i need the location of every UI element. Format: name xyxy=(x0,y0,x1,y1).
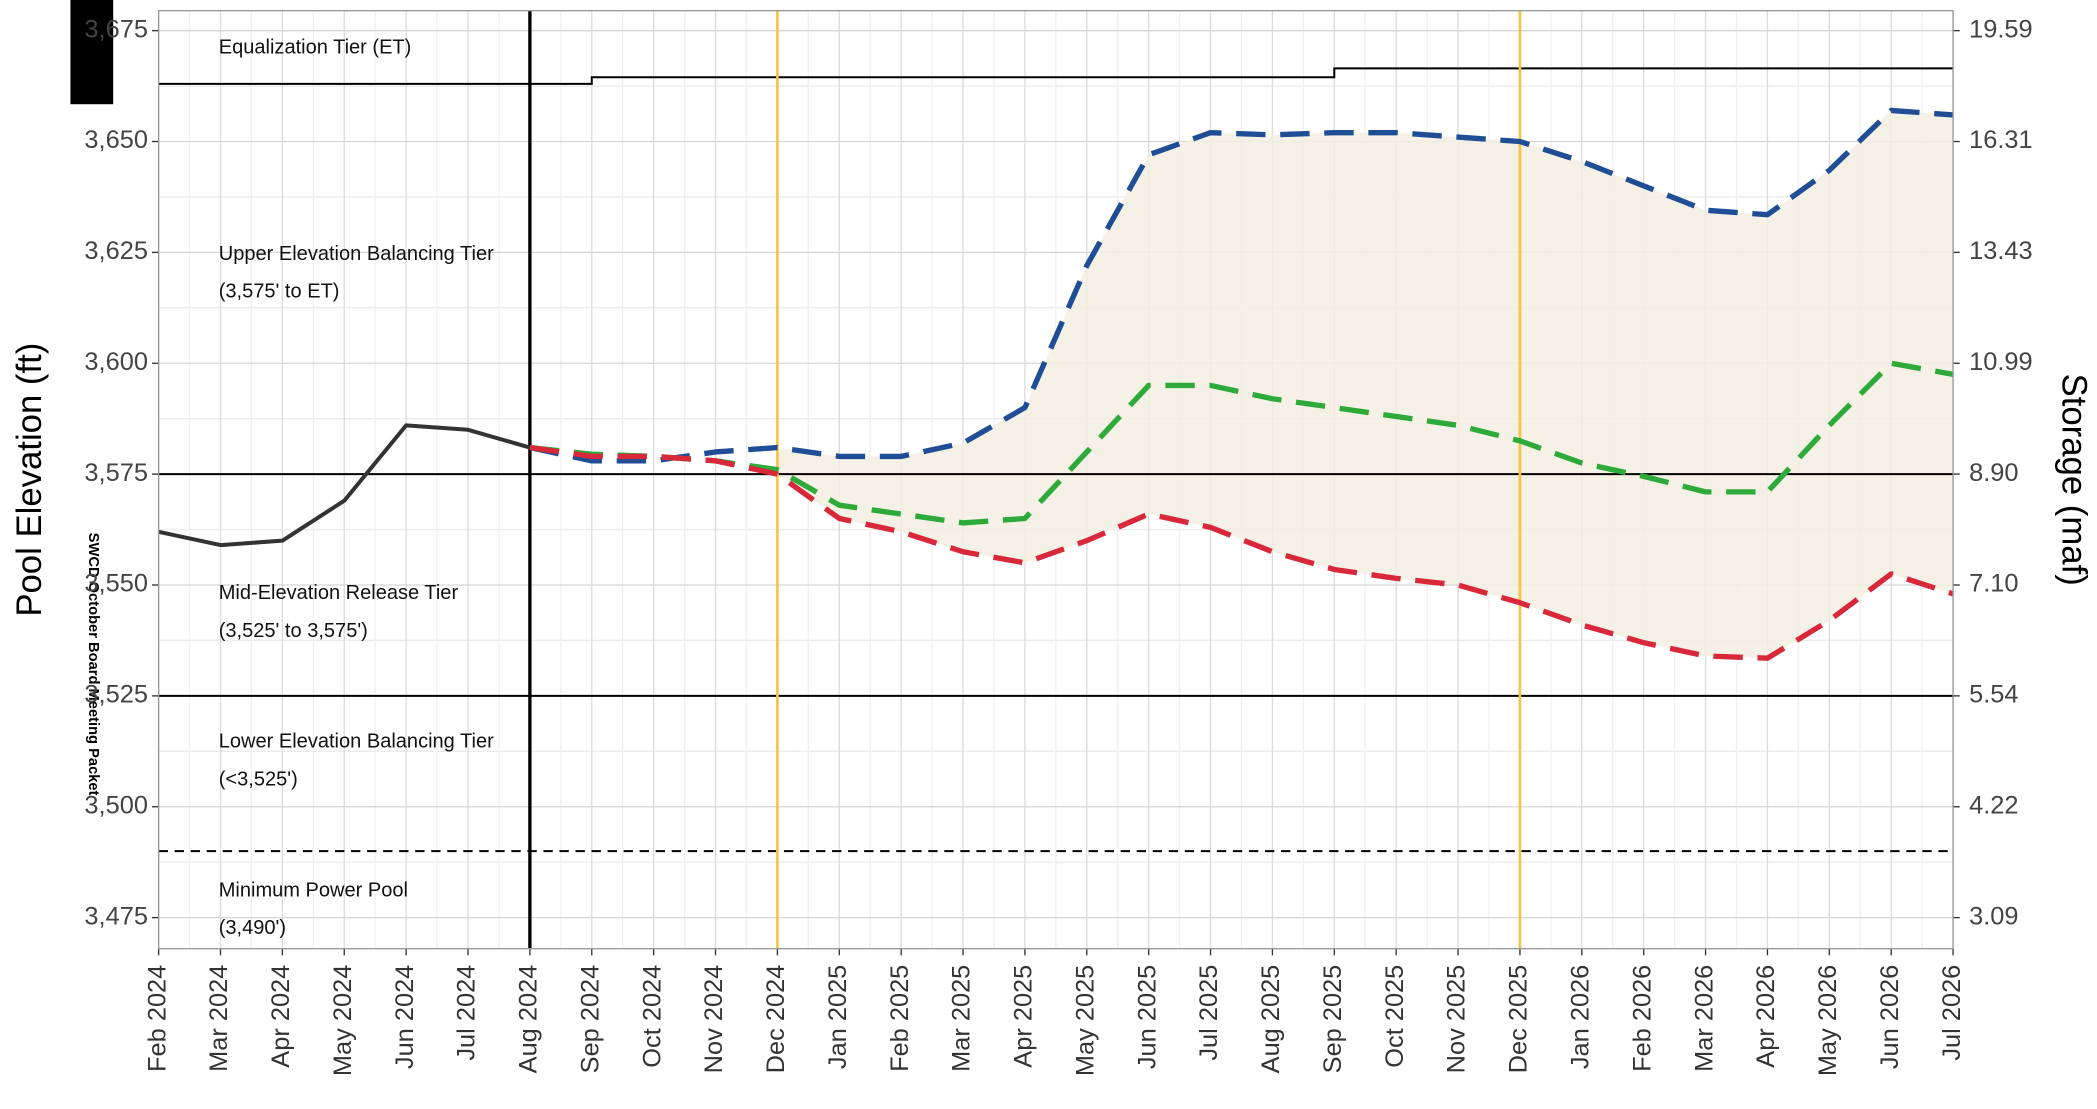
x-tick-label: Oct 2024 xyxy=(638,965,666,1068)
series-line xyxy=(529,444,1954,661)
tier-annotation: (3,575' to ET) xyxy=(219,281,340,303)
x-tick-label: May 2025 xyxy=(1071,965,1099,1076)
x-tick-label: Jun 2025 xyxy=(1133,965,1161,1069)
tier-annotation: Lower Elevation Balancing Tier xyxy=(219,731,494,753)
x-tick-label: Jan 2025 xyxy=(824,965,852,1069)
series-line xyxy=(158,423,531,548)
tier-annotation: (<3,525') xyxy=(219,768,298,790)
tier-annotation: Equalization Tier (ET) xyxy=(219,37,412,59)
tier-annotation: (3,525' to 3,575') xyxy=(219,620,368,642)
y-tick-label: 3,475 xyxy=(84,902,148,930)
x-tick-label: May 2026 xyxy=(1814,965,1842,1076)
y2-tick-label: 5.54 xyxy=(1969,681,2018,709)
y2-axis-title: Storage (maf) xyxy=(2055,374,2093,586)
y2-tick-label: 10.99 xyxy=(1969,348,2033,376)
x-tick-label: Feb 2024 xyxy=(143,965,171,1072)
x-tick-label: Jul 2024 xyxy=(453,965,481,1061)
x-tick-label: Jun 2026 xyxy=(1876,965,1904,1069)
x-tick-label: Jan 2026 xyxy=(1567,965,1595,1069)
plot-frame xyxy=(157,10,1954,950)
x-tick-label: Nov 2024 xyxy=(700,965,728,1074)
x-tick-label: Jul 2026 xyxy=(1938,965,1966,1061)
y-tick-label: 3,550 xyxy=(84,570,148,598)
x-tick-label: Mar 2025 xyxy=(948,965,976,1072)
equalization-tier-line xyxy=(158,67,1954,85)
y-axis-title: Pool Elevation (ft) xyxy=(11,343,49,617)
x-tick-label: Mar 2026 xyxy=(1690,965,1718,1072)
y2-tick-label: 3.09 xyxy=(1969,902,2018,930)
x-tick-label: Feb 2026 xyxy=(1628,965,1656,1072)
y2-tick-label: 19.59 xyxy=(1969,15,2033,43)
y-tick-label: 3,650 xyxy=(84,126,148,154)
x-tick-label: May 2024 xyxy=(329,965,357,1076)
tier-annotation: (3,490') xyxy=(219,917,286,939)
x-tick-label: Nov 2025 xyxy=(1443,965,1471,1074)
y2-tick-label: 13.43 xyxy=(1969,237,2033,265)
tier-annotation: Upper Elevation Balancing Tier xyxy=(219,243,494,265)
x-tick-label: Oct 2025 xyxy=(1381,965,1409,1068)
x-tick-label: Apr 2026 xyxy=(1752,965,1780,1068)
y-tick-label: 3,575 xyxy=(84,459,148,487)
x-tick-label: Apr 2024 xyxy=(267,965,295,1068)
x-tick-label: Apr 2025 xyxy=(1010,965,1038,1068)
x-tick-label: Jun 2024 xyxy=(391,965,419,1069)
x-tick-label: Dec 2024 xyxy=(762,965,790,1074)
series-line xyxy=(529,360,1954,526)
x-tick-label: Jul 2025 xyxy=(1195,965,1223,1061)
tier-annotation: Minimum Power Pool xyxy=(219,879,408,901)
x-tick-label: Dec 2025 xyxy=(1505,965,1533,1074)
range-band xyxy=(777,110,1954,659)
y-tick-label: 3,675 xyxy=(84,15,148,43)
x-tick-label: Sep 2025 xyxy=(1319,965,1347,1074)
tier-annotation: Mid-Elevation Release Tier xyxy=(219,582,459,604)
x-tick-label: Sep 2024 xyxy=(576,965,604,1074)
series-line xyxy=(529,107,1954,464)
watermark: SWCD October Board Meeting Packet xyxy=(85,533,101,796)
y-tick-label: 3,600 xyxy=(84,348,148,376)
y2-tick-label: 16.31 xyxy=(1969,126,2033,154)
x-tick-label: Mar 2024 xyxy=(205,965,233,1072)
y2-tick-label: 8.90 xyxy=(1969,459,2018,487)
x-tick-label: Feb 2025 xyxy=(886,965,914,1072)
y2-tick-label: 7.10 xyxy=(1969,570,2018,598)
redaction xyxy=(70,0,114,105)
x-tick-label: Aug 2024 xyxy=(515,965,543,1074)
x-tick-label: Aug 2025 xyxy=(1257,965,1285,1074)
y2-tick-label: 4.22 xyxy=(1969,791,2018,819)
y-tick-label: 3,500 xyxy=(84,791,148,819)
y-tick-label: 3,625 xyxy=(84,237,148,265)
y-tick-label: 3,525 xyxy=(84,681,148,709)
